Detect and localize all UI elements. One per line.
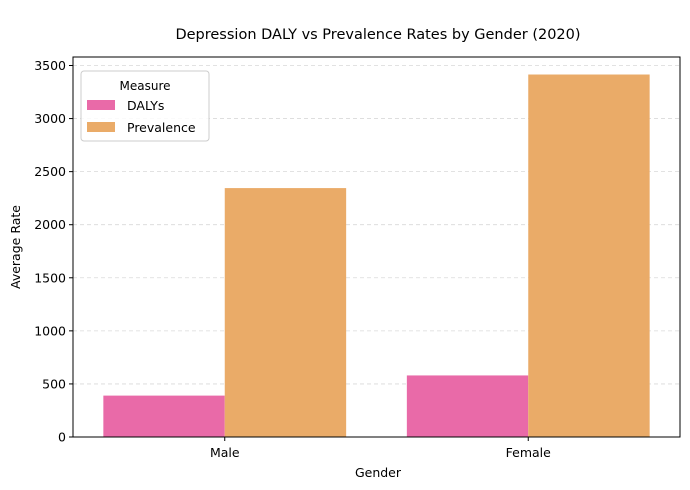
bar-prevalence-male[interactable] [224,188,347,437]
legend-entries: DALYs Prevalence [87,98,196,135]
chart-title: Depression DALY vs Prevalence Rates by G… [175,27,580,43]
legend-title: Measure [120,79,171,93]
y-tick-label: 0 [58,430,66,445]
y-tick-label: 2000 [34,217,66,232]
plot-frame [72,56,681,438]
bar-prevalence-female[interactable] [528,74,650,437]
y-tick-label: 500 [42,376,66,391]
x-axis-label: Gender [355,465,402,480]
legend-label-prevalence: Prevalence [127,120,196,135]
legend[interactable]: Measure DALYs Prevalence [80,70,210,142]
x-tick-label: Female [506,445,552,460]
bars [103,74,650,437]
y-tick-label: 1000 [34,323,66,338]
bar-dalys-male[interactable] [103,395,225,437]
y-axis-label: Average Rate [8,205,23,289]
x-axis: Male Female [210,437,551,460]
y-axis: 0 500 1000 1500 2000 2500 3000 3500 [34,58,73,445]
legend-swatch-prevalence [87,122,115,132]
y-tick-label: 2500 [34,164,66,179]
y-tick-label: 3000 [34,111,66,126]
x-tick-label: Male [210,445,240,460]
y-tick-label: 1500 [34,270,66,285]
bar-dalys-female[interactable] [406,375,529,437]
y-tick-label: 3500 [34,58,66,73]
legend-label-dalys: DALYs [127,98,164,113]
legend-swatch-dalys [87,100,115,110]
